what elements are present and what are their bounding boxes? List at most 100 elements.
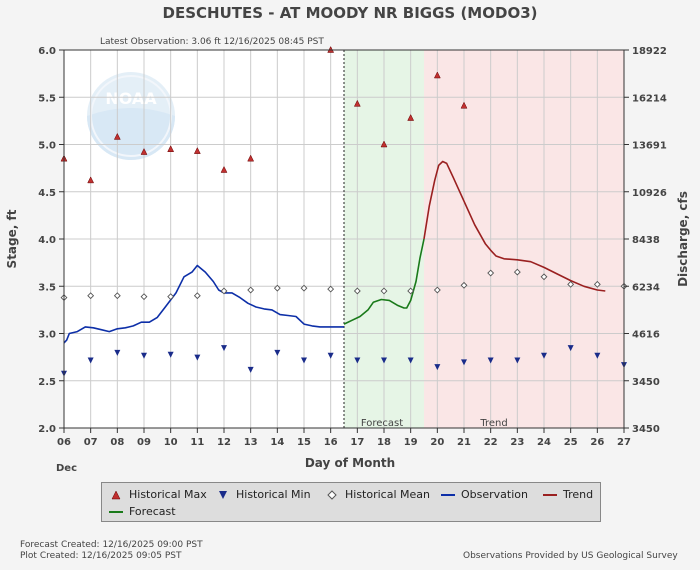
observation-line [63,264,344,344]
legend-item-historical-mean: Historical Mean [324,488,430,501]
y-tick-label: 4.0 [38,235,56,246]
x-tick-label: 20 [430,437,444,448]
y2-tick-label: 4616 [632,330,660,341]
legend-item-historical-max: Historical Max [108,488,207,501]
legend: Historical Max Historical Min Historical… [101,482,601,522]
historical-mean-point [327,285,335,293]
historical-mean-point [487,269,495,277]
x-tick-label: 14 [270,437,284,448]
historical-mean-point [460,281,468,289]
historical-max-point [460,101,468,109]
historical-min-point [167,351,174,358]
historical-min-point [247,366,254,373]
x-tick-label: 25 [564,437,578,448]
x-tick-label: 06 [57,437,71,448]
historical-min-point [87,357,94,364]
historical-mean-point [540,273,548,281]
noaa-logo: NOAA [87,72,175,160]
historical-min-point [434,364,441,371]
historical-min-point [381,357,387,364]
historical-max-point [407,113,415,121]
historical-mean-point [193,292,201,300]
historical-min-point [354,357,361,364]
historical-mean-point [567,280,575,288]
x-tick-label: 10 [164,437,178,448]
x-tick-label: 15 [297,437,311,448]
historical-max-point [380,140,388,148]
y-tick-label: 4.5 [38,188,56,199]
y-tick-label: 2.0 [38,424,56,435]
legend-item-historical-min: Historical Min [215,488,311,501]
legend-label: Forecast [129,505,176,518]
y2-tick-label: 3450 [632,377,660,388]
latest-observation: Latest Observation: 3.06 ft 12/16/2025 0… [100,37,324,47]
historical-mean-point [273,284,281,292]
y2-tick-label: 3450 [632,424,660,435]
y2-axis-label: Discharge, cfs [676,191,690,287]
x-tick-label: 21 [457,437,471,448]
y2-tick-label: 13691 [632,141,667,152]
legend-label: Historical Mean [345,488,430,501]
legend-label: Observation [461,488,528,501]
y2-tick-label: 8438 [632,235,660,246]
legend-label: Trend [563,488,594,501]
x-tick-label: 09 [137,437,151,448]
historical-min-point [194,354,201,361]
trend-region-label: Trend [479,418,507,429]
legend-item-trend: Trend [542,488,593,501]
diamond-icon [324,489,340,500]
historical-min-point [114,349,121,356]
y2-tick-label: 16214 [632,93,667,104]
trend-line [423,160,606,292]
historical-min-point [461,359,467,366]
forecast-created: Forecast Created: 12/16/2025 09:00 PST [20,540,203,550]
x-tick-label: 11 [190,437,204,448]
x-tick-label: 18 [377,437,391,448]
historical-max-point [140,148,148,155]
y-tick-label: 2.5 [38,377,56,388]
historical-mean-point [380,287,388,295]
x-tick-label: 17 [350,437,364,448]
historical-min-point [487,357,494,364]
historical-mean-point [300,284,308,292]
y-axis-label: Stage, ft [5,209,19,268]
line-icon [440,493,456,497]
historical-min-point [301,357,307,364]
historical-min-point [567,345,574,352]
historical-min-point [141,352,147,359]
historical-mean-point [140,293,148,301]
line-icon [108,510,124,514]
historical-min-point [221,345,227,352]
legend-item-forecast: Forecast [108,505,176,518]
historical-mean-point [247,286,255,294]
line-icon [542,493,558,497]
x-tick-label: 12 [217,437,231,448]
historical-mean-point [113,292,121,300]
x-tick-label: 19 [404,437,418,448]
legend-label: Historical Min [236,488,311,501]
historical-min-point [594,352,601,359]
x-tick-label: 13 [244,437,258,448]
y-tick-label: 6.0 [38,46,56,57]
x-tick-label: 23 [510,437,524,448]
historical-max-point [113,132,121,140]
historical-min-point [514,357,521,364]
x-tick-label: 16 [324,437,338,448]
historical-min-point [407,357,414,364]
y-tick-label: 5.5 [38,93,56,104]
historical-max-point [433,71,441,79]
historical-max-point [353,99,361,107]
data-credit: Observations Provided by US Geological S… [463,551,678,561]
historical-mean-point [513,268,521,276]
month-label: Dec [56,463,77,474]
historical-mean-point [220,287,228,295]
historical-mean-point [593,280,601,288]
historical-mean-point [167,293,175,301]
x-tick-label: 26 [590,437,604,448]
historical-max-point [220,165,228,173]
historical-mean-point [87,292,95,300]
historical-mean-point [407,287,415,295]
forecast-line [343,238,425,325]
forecast-region-label: Forecast [361,418,403,429]
